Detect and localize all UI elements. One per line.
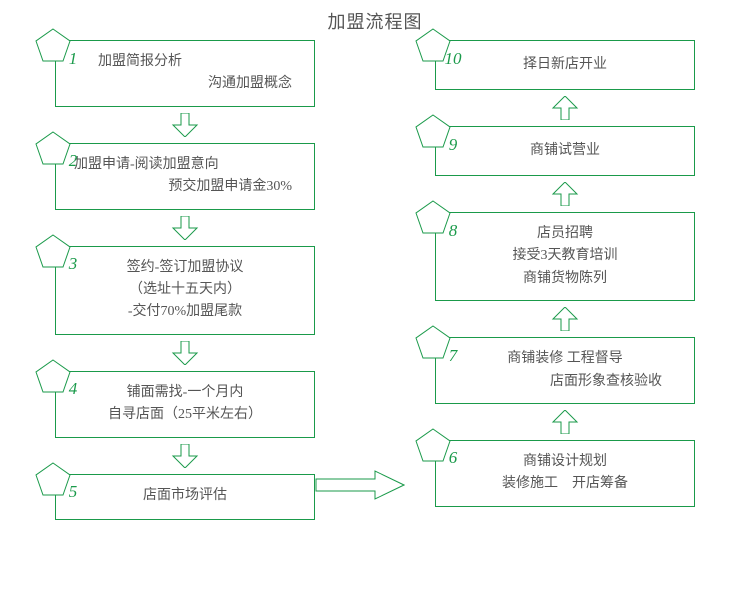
step-text: 接受3天教育培训 [448,245,682,267]
step-2: 2 加盟申请-阅读加盟意向 预交加盟申请金30% [55,143,315,210]
step-text: 签约-签订加盟协议 [68,257,302,279]
arrow-up-icon [550,410,580,434]
step-number: 4 [55,371,91,405]
step-text: 预交加盟申请金30% [68,176,302,198]
arrow-down-icon [170,216,200,240]
step-text: -交付70%加盟尾款 [68,301,302,323]
step-text: 加盟简报分析 [68,51,302,73]
step-text: （选址十五天内） [68,279,302,301]
arrow-down-icon [170,444,200,468]
step-text: 沟通加盟概念 [68,73,302,95]
flowchart-container: 1 加盟简报分析 沟通加盟概念 2 加盟申请-阅读加盟意向 预交加盟申请金30% [0,40,750,526]
step-number: 5 [55,474,91,508]
step-number: 1 [55,40,91,74]
step-box: 店员招聘 接受3天教育培训 商铺货物陈列 [435,212,695,301]
step-number: 3 [55,246,91,280]
step-text: 商铺设计规划 [448,451,682,473]
step-text: 装修施工 开店筹备 [448,473,682,495]
step-box: 店面市场评估 [55,474,315,520]
step-1: 1 加盟简报分析 沟通加盟概念 [55,40,315,107]
step-7: 7 商铺装修 工程督导 店面形象查核验收 [435,337,695,404]
right-column: 10 择日新店开业 9 商铺试营业 8 店员招聘 [425,40,705,526]
step-box: 商铺装修 工程督导 店面形象查核验收 [435,337,695,404]
arrow-right-icon [305,468,415,502]
step-number: 2 [55,143,91,177]
step-8: 8 店员招聘 接受3天教育培训 商铺货物陈列 [435,212,695,301]
step-text: 商铺试营业 [448,140,682,162]
arrow-down-icon [170,113,200,137]
step-text: 加盟申请-阅读加盟意向 [68,154,302,176]
step-box: 铺面需找-一个月内 自寻店面（25平米左右） [55,371,315,438]
step-text: 择日新店开业 [448,54,682,76]
step-box: 加盟简报分析 沟通加盟概念 [55,40,315,107]
step-3: 3 签约-签订加盟协议 （选址十五天内） -交付70%加盟尾款 [55,246,315,335]
arrow-up-icon [550,307,580,331]
step-number: 6 [435,440,471,474]
arrow-down-icon [170,341,200,365]
step-box: 商铺试营业 [435,126,695,176]
step-number: 10 [435,40,471,74]
left-column: 1 加盟简报分析 沟通加盟概念 2 加盟申请-阅读加盟意向 预交加盟申请金30% [45,40,325,526]
step-text: 自寻店面（25平米左右） [68,404,302,426]
step-number: 7 [435,337,471,371]
step-9: 9 商铺试营业 [435,126,695,176]
step-box: 加盟申请-阅读加盟意向 预交加盟申请金30% [55,143,315,210]
page-title: 加盟流程图 [0,0,750,40]
step-number: 8 [435,212,471,246]
step-text: 店面形象查核验收 [448,371,682,393]
arrow-up-icon [550,96,580,120]
step-box: 择日新店开业 [435,40,695,90]
step-number: 9 [435,126,471,160]
step-text: 商铺货物陈列 [448,268,682,290]
step-4: 4 铺面需找-一个月内 自寻店面（25平米左右） [55,371,315,438]
step-text: 店员招聘 [448,223,682,245]
step-box: 签约-签订加盟协议 （选址十五天内） -交付70%加盟尾款 [55,246,315,335]
step-text: 商铺装修 工程督导 [448,348,682,370]
step-box: 商铺设计规划 装修施工 开店筹备 [435,440,695,507]
step-10: 10 择日新店开业 [435,40,695,90]
arrow-up-icon [550,182,580,206]
step-text: 铺面需找-一个月内 [68,382,302,404]
step-5: 5 店面市场评估 [55,474,315,520]
step-text: 店面市场评估 [68,485,302,507]
step-6: 6 商铺设计规划 装修施工 开店筹备 [435,440,695,507]
